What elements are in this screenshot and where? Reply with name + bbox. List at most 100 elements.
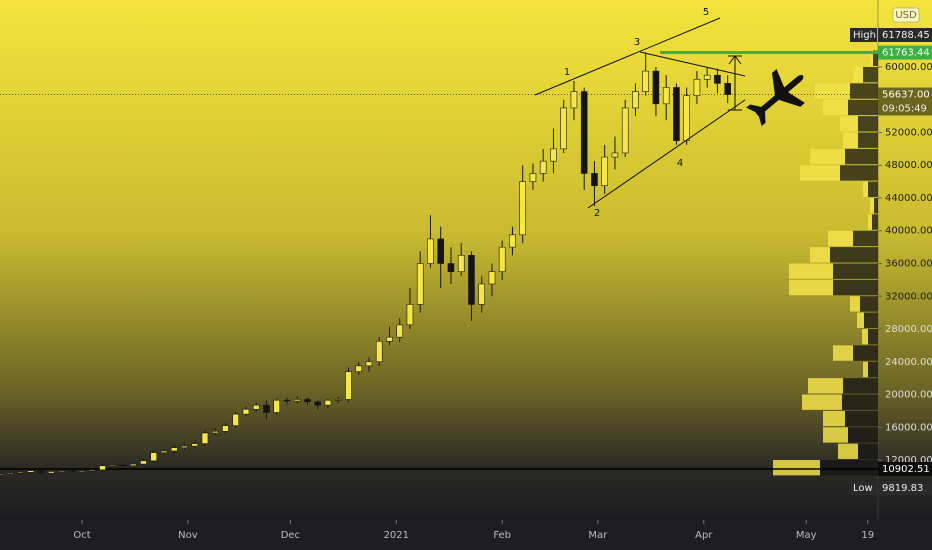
candle-body: [37, 470, 45, 474]
candle-body: [478, 283, 486, 305]
candle-body: [293, 399, 301, 402]
volume-profile-up: [800, 165, 840, 181]
wave-label: 4: [677, 158, 683, 169]
candle-body: [591, 173, 598, 187]
measure-arrow: [728, 55, 742, 65]
x-tick-label: Feb: [493, 530, 511, 541]
candle-body: [560, 107, 567, 150]
candle-body: [58, 470, 65, 472]
candle-body: [416, 263, 424, 305]
candle-body: [304, 399, 311, 403]
candle-body: [314, 401, 322, 406]
candle-body: [273, 399, 281, 413]
volume-profile-down: [845, 148, 878, 165]
volume-profile-down: [868, 181, 878, 197]
currency-badge: [892, 7, 920, 23]
candle-body: [427, 238, 434, 264]
candle-body: [191, 443, 199, 447]
volume-profile-up: [853, 66, 863, 83]
volume-profile-up: [823, 410, 845, 427]
high-label-tag: High: [853, 30, 876, 41]
candle-body: [662, 87, 670, 105]
volume-profile-up: [773, 460, 820, 476]
x-tick-label: Dec: [281, 530, 300, 541]
volume-profile-up: [843, 132, 858, 148]
candle-body: [232, 413, 240, 426]
candle-body: [181, 445, 188, 449]
candle-body: [68, 470, 76, 472]
volume-profile-up: [868, 214, 872, 230]
volume-profile-down: [868, 329, 878, 345]
candle-body: [396, 324, 404, 338]
volume-profile-down: [863, 66, 878, 83]
candle-body: [724, 83, 731, 95]
volume-profile-up: [870, 50, 873, 66]
support-label-box: [878, 461, 932, 476]
volume-profile-down: [864, 312, 878, 329]
last-price-label: 56637.00: [882, 90, 930, 101]
high-label-tag-box: [850, 28, 877, 42]
high-label-box: [878, 28, 932, 42]
wave-label: 3: [634, 37, 640, 48]
candle-body: [539, 160, 547, 174]
drawings: [534, 17, 746, 209]
volume-profile-down: [868, 361, 878, 378]
candle-body: [283, 399, 291, 402]
candle-body: [201, 432, 209, 444]
volume-profile-down: [858, 443, 878, 460]
candle-body: [652, 70, 660, 105]
x-tick-label: May: [796, 530, 817, 541]
low-label-tag-box: [850, 481, 877, 495]
candle-body: [129, 463, 137, 467]
volume-profile-down: [853, 345, 878, 361]
last-price-label-box: [878, 87, 932, 102]
y-tick-label: 28000.00: [885, 324, 932, 335]
y-tick-label: 52000.00: [885, 127, 932, 138]
volume-profile-down: [833, 263, 878, 279]
candle-body: [683, 95, 690, 141]
candle-body: [498, 246, 506, 272]
candle-body: [242, 408, 250, 415]
candle-body: [88, 469, 96, 472]
candle-body: [693, 78, 701, 96]
candle-body: [140, 460, 147, 465]
x-tick-label: Apr: [695, 530, 713, 541]
candle-body: [375, 340, 383, 363]
x-tick-label: Nov: [178, 530, 198, 541]
volume-profile-up: [810, 148, 845, 165]
low-label-tag: Low: [853, 483, 873, 494]
resistance-label-box: [878, 45, 932, 60]
candle-body: [222, 425, 229, 432]
candle-body: [509, 234, 516, 248]
y-tick-label: 16000.00: [885, 422, 932, 433]
candle-body: [345, 371, 352, 400]
background: [0, 0, 932, 520]
x-tick-label: 19: [861, 530, 874, 541]
volume-profile-down: [845, 410, 878, 427]
volume-profile-up: [808, 378, 843, 394]
candle-body: [160, 450, 168, 453]
candle-body: [263, 404, 270, 413]
plot: [0, 50, 878, 478]
countdown-box: [878, 101, 932, 116]
candle-body: [406, 304, 414, 326]
volume-profile-up: [802, 394, 842, 410]
candle-body: [621, 107, 629, 154]
wave-label: 5: [703, 7, 709, 18]
wave-label: 1: [564, 67, 570, 78]
candle-body: [611, 152, 619, 158]
x-tick-label: Mar: [588, 530, 608, 541]
candle-body: [580, 91, 588, 174]
candle-body: [570, 91, 578, 109]
candle-body: [211, 431, 219, 434]
volume-profile-up: [862, 329, 868, 345]
candle-body: [17, 471, 24, 474]
candle-body: [27, 470, 35, 473]
airplane-icon: [746, 69, 805, 127]
y-tick-label: 20000.00: [885, 390, 932, 401]
trendline: [587, 99, 746, 209]
volume-profile-down: [842, 394, 878, 410]
volume-profile-up: [789, 263, 833, 279]
